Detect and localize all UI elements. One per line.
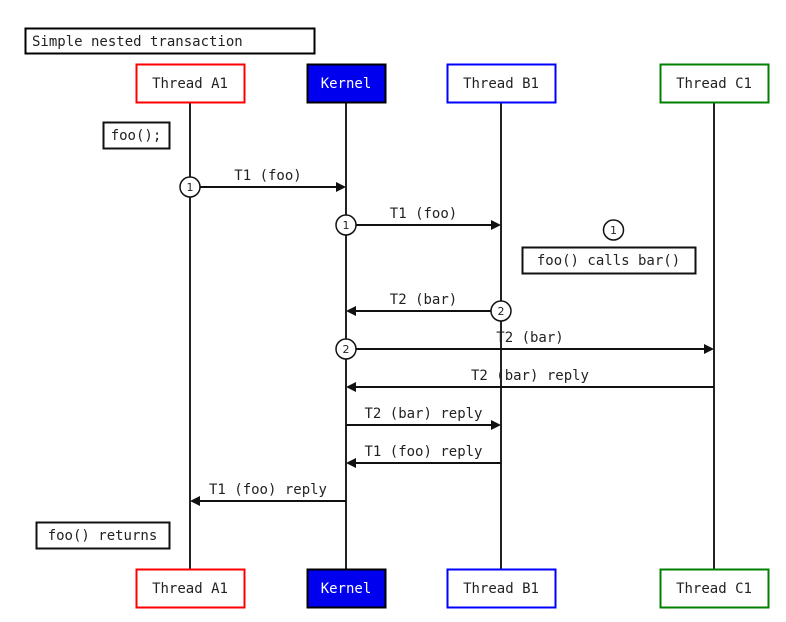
marker-circle	[335, 214, 357, 236]
marker-circle	[335, 338, 357, 360]
message-arrow: T2 (bar) 2	[335, 330, 714, 360]
sequence-marker: 2	[335, 338, 357, 360]
sequence-marker: 2	[490, 300, 512, 322]
participant-label: Thread C1	[676, 76, 752, 92]
marker-circle	[179, 176, 201, 198]
diagram-title-text: Simple nested transaction	[32, 34, 243, 50]
marker-number: 1	[610, 224, 617, 237]
participant-label: Kernel	[321, 581, 372, 597]
message-label: T1 (foo)	[234, 168, 301, 184]
marker-number: 2	[343, 343, 350, 356]
participant-footer: Thread B1	[446, 568, 557, 609]
participant-label: Kernel	[321, 76, 372, 92]
message-arrow: T2 (bar) 2	[346, 292, 512, 322]
marker-circle	[602, 219, 625, 241]
participant-box	[659, 63, 770, 104]
participant-footer: Thread A1	[135, 568, 246, 609]
note: foo() returns	[35, 521, 171, 550]
participant-footer: Kernel	[306, 568, 387, 609]
message-label: T1 (foo) reply	[209, 482, 327, 498]
arrowhead-icon	[346, 382, 356, 392]
note-text: foo();	[111, 128, 162, 144]
message-arrow: T1 (foo) reply	[190, 482, 346, 506]
arrowhead-icon	[704, 344, 714, 354]
participant-box	[306, 568, 387, 609]
note-text: foo() returns	[48, 528, 158, 544]
participant-header: Thread B1	[446, 63, 557, 104]
participant-box	[659, 568, 770, 609]
diagram-title: Simple nested transaction	[24, 27, 316, 55]
participant-header: Kernel	[306, 63, 387, 104]
participant-label: Thread C1	[676, 581, 752, 597]
message-label: T1 (foo) reply	[364, 444, 482, 460]
arrowhead-icon	[346, 458, 356, 468]
message-label: T2 (bar) reply	[364, 406, 482, 422]
marker-number: 1	[187, 181, 194, 194]
message-label: T2 (bar) reply	[471, 368, 589, 384]
message-label: T2 (bar)	[496, 330, 563, 346]
participant-box	[446, 568, 557, 609]
marker-number: 2	[498, 305, 505, 318]
participant-box	[446, 63, 557, 104]
message-arrow: T2 (bar) reply	[346, 406, 501, 430]
participant-header: Thread A1	[135, 63, 246, 104]
sequence-marker: 1	[179, 176, 201, 198]
marker-number: 1	[343, 219, 350, 232]
message-arrow: T1 (foo) reply	[346, 444, 501, 468]
note-box	[102, 121, 171, 150]
arrowhead-icon	[346, 306, 356, 316]
arrowhead-icon	[491, 220, 501, 230]
note-box	[521, 246, 697, 275]
arrowhead-icon	[336, 182, 346, 192]
message-arrow: T1 (foo) 1	[335, 206, 501, 236]
note-box	[35, 521, 171, 550]
note: foo() calls bar() 1	[521, 219, 697, 275]
participant-label: Thread B1	[463, 581, 539, 597]
message-arrow: T2 (bar) reply	[346, 368, 714, 392]
sequence-marker: 1	[335, 214, 357, 236]
note: foo();	[102, 121, 171, 150]
participant-header: Thread C1	[659, 63, 770, 104]
message-label: T2 (bar)	[390, 292, 457, 308]
note-text: foo() calls bar()	[537, 253, 680, 269]
participant-box	[306, 63, 387, 104]
arrowhead-icon	[190, 496, 200, 506]
participant-label: Thread B1	[463, 76, 539, 92]
participant-box	[135, 63, 246, 104]
message-label: T1 (foo)	[390, 206, 457, 222]
participant-footer: Thread C1	[659, 568, 770, 609]
marker-circle	[490, 300, 512, 322]
arrowhead-icon	[491, 420, 501, 430]
participant-label: Thread A1	[152, 581, 228, 597]
message-arrow: T1 (foo) 1	[179, 168, 346, 198]
participant-label: Thread A1	[152, 76, 228, 92]
participant-box	[135, 568, 246, 609]
